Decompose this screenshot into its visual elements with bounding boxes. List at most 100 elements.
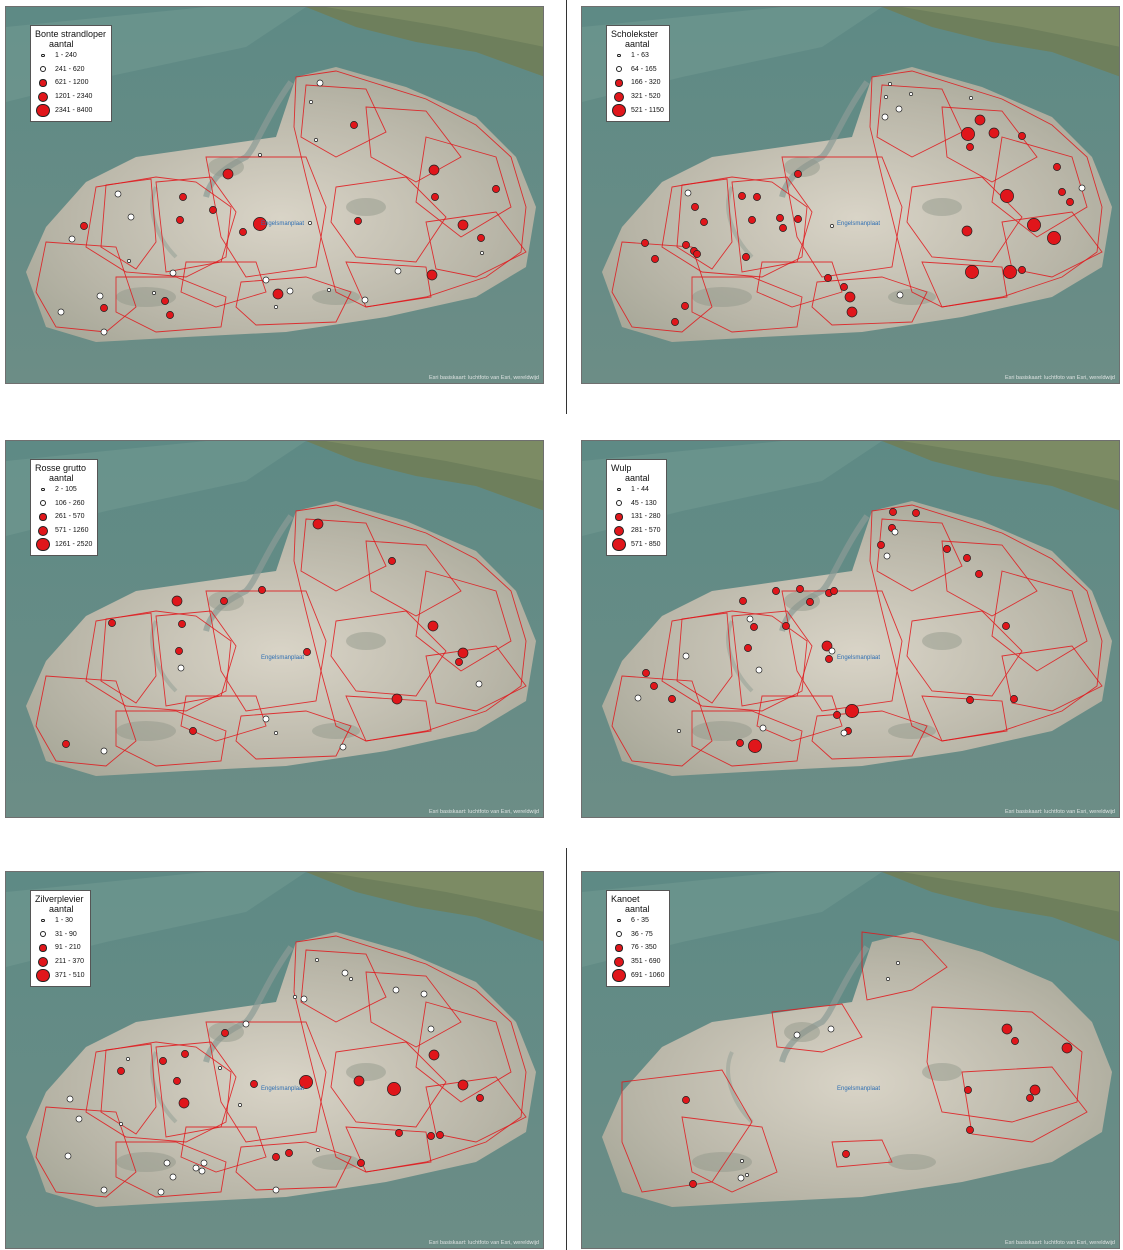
mudflat-patch (346, 632, 386, 650)
survey-point-marker (966, 143, 974, 151)
zone-outline (676, 178, 733, 270)
survey-point-marker (642, 669, 650, 677)
map-image (582, 441, 1119, 817)
zone-outline (691, 710, 803, 767)
survey-point-marker (492, 185, 500, 193)
legend-row: 261 - 570 (35, 510, 92, 524)
survey-point-marker (173, 1077, 181, 1085)
survey-point-marker (889, 508, 897, 516)
survey-point-marker (242, 1020, 250, 1028)
zone-outline (180, 695, 267, 742)
zone-outline (781, 590, 903, 712)
survey-point-marker (881, 113, 889, 121)
survey-point-marker (1047, 231, 1061, 245)
zone-outline (876, 84, 963, 158)
zone-outline (100, 612, 157, 704)
legend: Bonte strandloper aantal 1 - 240 241 - 6… (30, 25, 113, 122)
zone-outline (861, 931, 948, 1001)
survey-point-marker (740, 1159, 744, 1163)
circle-symbol-icon (611, 500, 627, 507)
sandbank-area (26, 67, 536, 342)
survey-point-marker (395, 1129, 403, 1137)
survey-point-marker (966, 1126, 974, 1134)
legend-class-label: 1 - 30 (55, 917, 73, 925)
survey-point-marker (361, 296, 369, 304)
survey-point-marker (1003, 265, 1017, 279)
legend-class-label: 6 - 35 (631, 917, 649, 925)
legend-row: 2341 - 8400 (35, 103, 106, 117)
survey-point-marker (339, 743, 347, 751)
zone-outline (1001, 211, 1103, 278)
map-panel-wulp: Engelsmanplaat Wulp aantal 1 - 44 45 - 1… (581, 440, 1120, 818)
survey-point-marker (189, 727, 197, 735)
survey-point-marker (682, 652, 690, 660)
survey-point-marker (272, 1186, 280, 1194)
legend: Rosse grutto aantal 2 - 105 106 - 260 26… (30, 459, 99, 556)
survey-point-marker (671, 318, 679, 326)
survey-point-marker (357, 1159, 365, 1167)
survey-point-marker (745, 1173, 749, 1177)
attribution: Esri basiskaart: luchtfoto van Esri, wer… (1004, 809, 1115, 815)
survey-point-marker (1058, 188, 1066, 196)
legend-rows: 1 - 63 64 - 165 166 - 320 321 - 520 521 … (611, 49, 664, 117)
zone-outline (961, 1066, 1088, 1143)
legend-class-label: 571 - 850 (631, 540, 661, 548)
legend-class-label: 281 - 570 (631, 527, 661, 535)
zone-outline (691, 276, 803, 333)
survey-point-marker (222, 168, 234, 180)
farmland-area (326, 441, 543, 481)
legend-unit: aantal (49, 39, 74, 49)
survey-point-marker (794, 170, 802, 178)
survey-point-marker (1001, 1023, 1013, 1035)
legend-title: Rosse grutto (35, 463, 87, 473)
survey-point-marker (457, 647, 469, 659)
legend-class-label: 1 - 240 (55, 52, 77, 60)
survey-point-marker (394, 267, 402, 275)
mudflat-patch (312, 1154, 360, 1170)
survey-point-marker (796, 585, 804, 593)
survey-point-marker (1027, 218, 1041, 232)
legend-class-label: 571 - 1260 (55, 527, 89, 535)
legend-class-label: 45 - 130 (631, 499, 657, 507)
map-image (582, 872, 1119, 1248)
legend-class-label: 91 - 210 (55, 944, 81, 952)
zone-outline (811, 276, 928, 326)
legend-row: 1 - 44 (611, 483, 661, 497)
survey-point-marker (163, 1159, 171, 1167)
survey-point-marker (100, 747, 108, 755)
survey-point-marker (689, 1180, 697, 1188)
survey-point-marker (677, 729, 681, 733)
survey-point-marker (845, 704, 859, 718)
sandbank-area (26, 932, 536, 1207)
mudflat-patch (346, 198, 386, 216)
legend-row: 106 - 260 (35, 497, 92, 511)
zone-outline (180, 261, 267, 308)
legend-class-label: 131 - 280 (631, 513, 661, 521)
survey-point-marker (896, 291, 904, 299)
survey-point-marker (965, 265, 979, 279)
map-panel-kanoet: Engelsmanplaat Kanoet aantal 6 - 35 36 -… (581, 871, 1120, 1249)
farmland-area (326, 872, 543, 912)
legend-row: 211 - 370 (35, 955, 85, 969)
survey-point-marker (258, 153, 262, 157)
survey-point-marker (300, 995, 308, 1003)
circle-symbol-icon (611, 956, 627, 967)
survey-point-marker (1053, 163, 1061, 171)
survey-point-marker (806, 598, 814, 606)
survey-point-marker (250, 1080, 258, 1088)
zone-outline (300, 518, 387, 592)
survey-point-marker (457, 219, 469, 231)
mudflat-patch (784, 157, 820, 177)
circle-symbol-icon (35, 513, 51, 521)
legend-row: 2 - 105 (35, 483, 92, 497)
zone-outline (831, 1139, 893, 1168)
survey-point-marker (895, 105, 903, 113)
survey-point-marker (314, 138, 318, 142)
circle-symbol-icon (611, 513, 627, 521)
zone-outline (330, 1041, 447, 1128)
survey-point-marker (179, 193, 187, 201)
place-label: Engelsmanplaat (837, 221, 881, 227)
survey-point-marker (772, 587, 780, 595)
legend-row: 321 - 520 (611, 90, 664, 104)
survey-point-marker (75, 1115, 83, 1123)
